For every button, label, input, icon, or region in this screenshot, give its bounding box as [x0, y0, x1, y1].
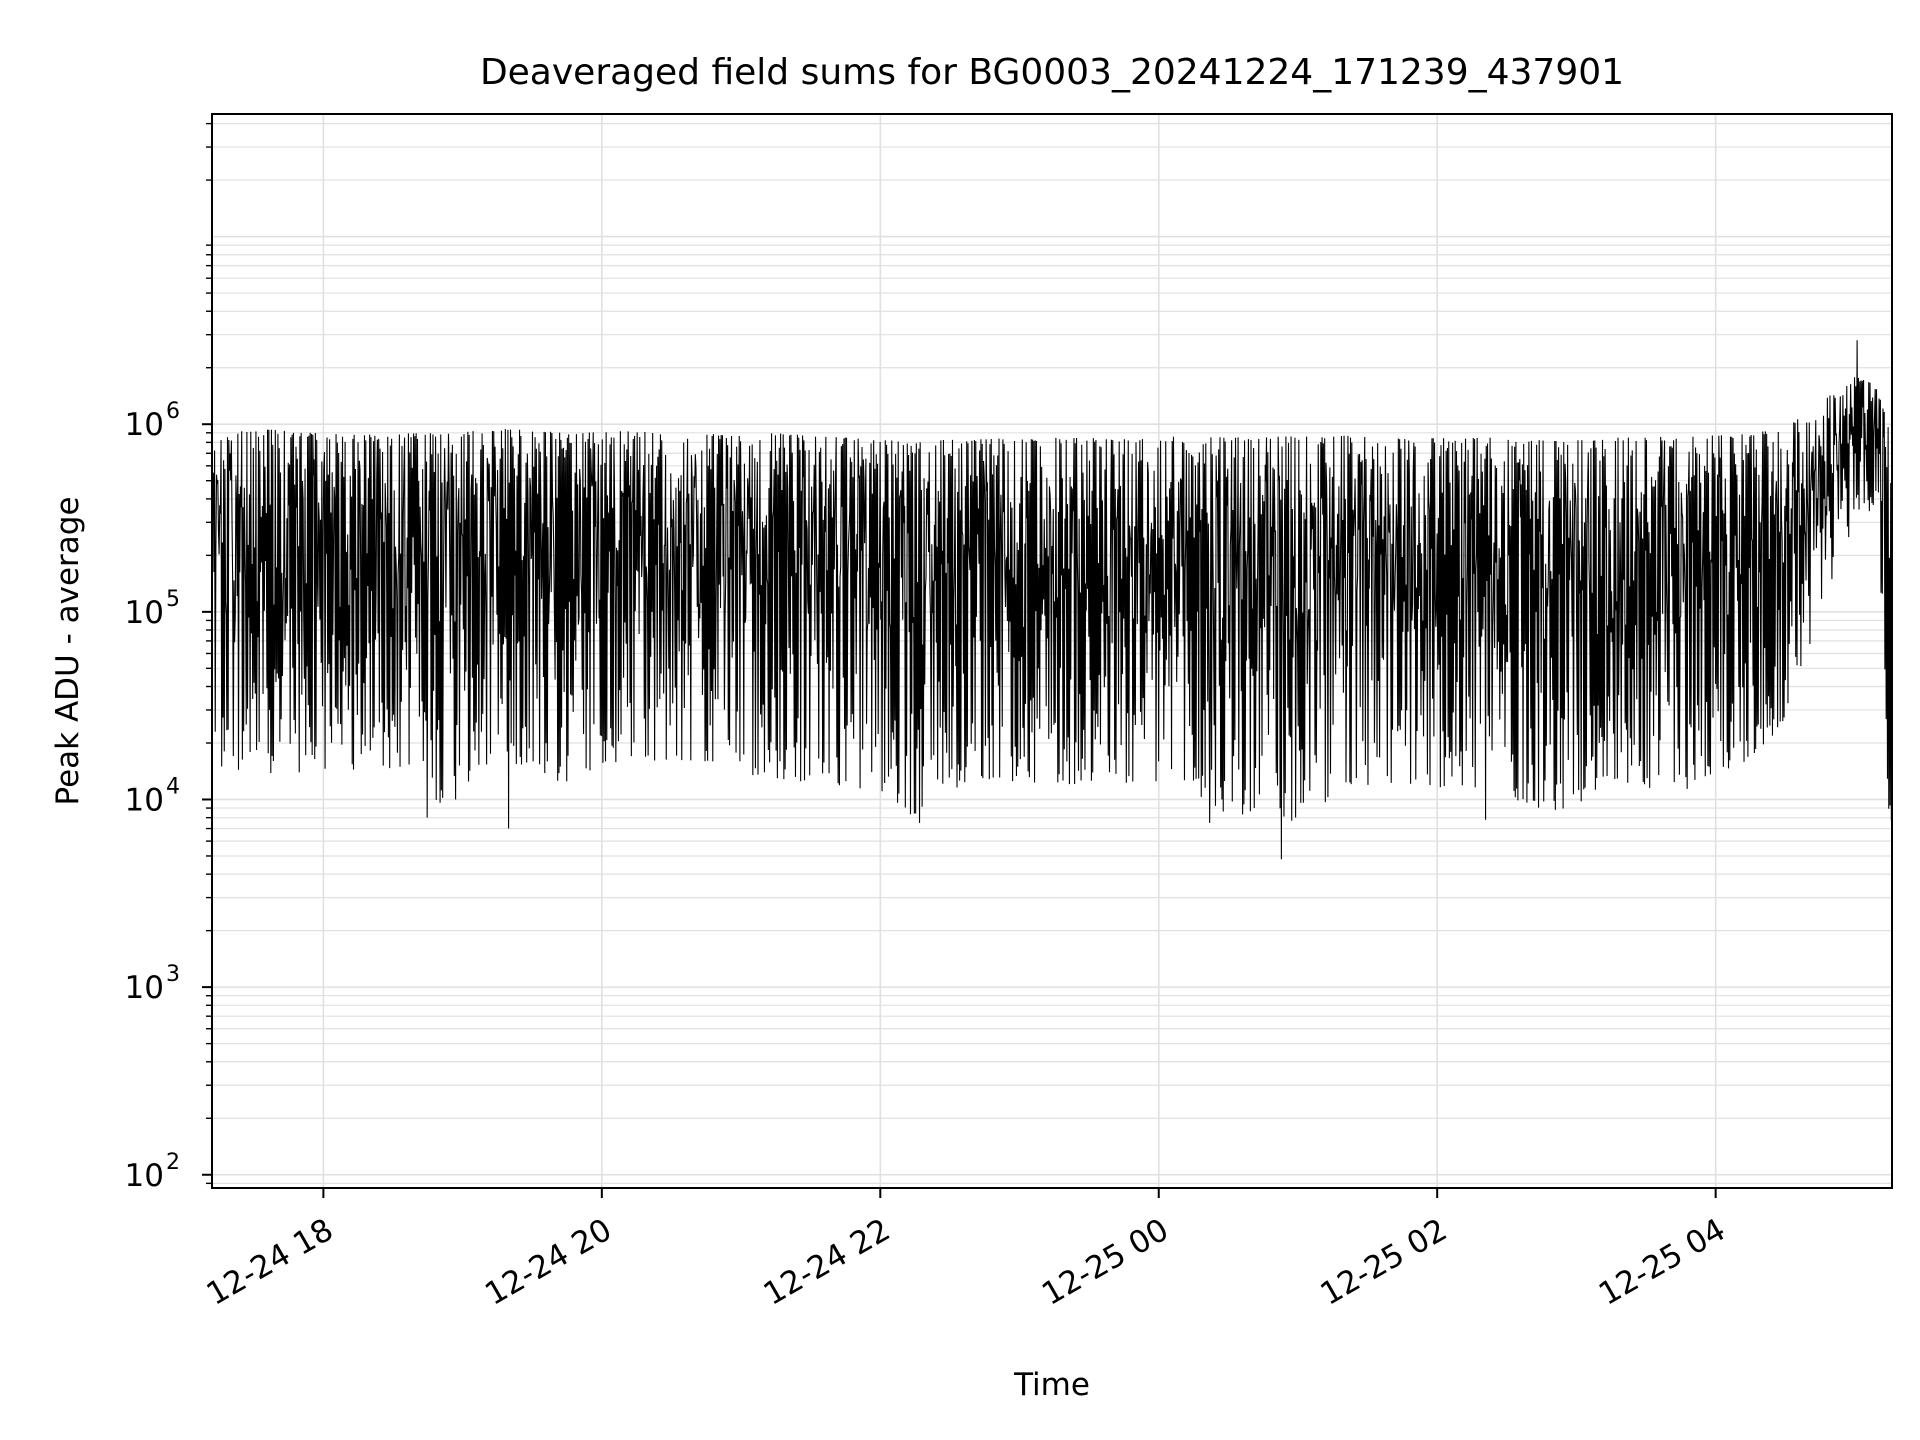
grid [212, 114, 1892, 1188]
y-tick-exponent: 4 [166, 774, 180, 799]
plot-frame [211, 113, 1893, 1189]
y-tick-exponent: 6 [166, 399, 180, 424]
y-tick-exponent: 3 [166, 962, 180, 987]
y-tick-exponent: 2 [166, 1150, 180, 1175]
x-axis-label: Time [1013, 1367, 1090, 1403]
series-line [211, 340, 1893, 860]
y-tick-label: 10 [125, 1158, 164, 1194]
chart-title: Deaveraged field sums for BG0003_2024122… [480, 52, 1624, 93]
y-tick-label: 10 [125, 595, 164, 631]
y-tick-label: 10 [125, 782, 164, 818]
y-tick-label: 10 [125, 407, 164, 443]
y-tick-exponent: 5 [166, 587, 180, 612]
y-axis-label: Peak ADU - average [50, 496, 86, 805]
series-polyline [211, 340, 1893, 860]
y-tick-label: 10 [125, 970, 164, 1006]
